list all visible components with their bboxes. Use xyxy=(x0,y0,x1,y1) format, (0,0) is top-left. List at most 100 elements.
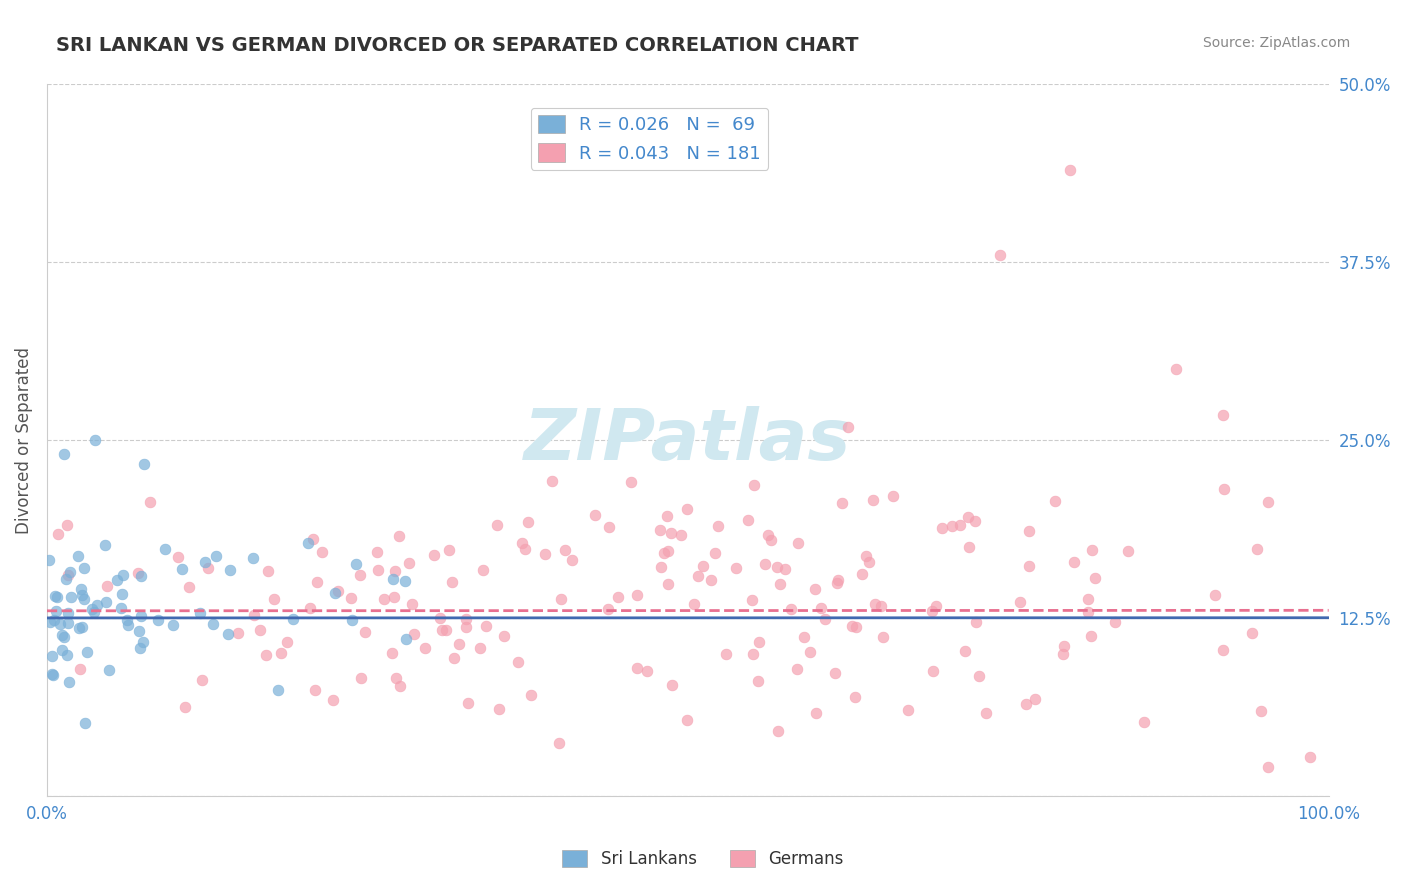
Point xyxy=(115,613,138,627)
Point xyxy=(1059,162,1081,177)
Point xyxy=(304,683,326,698)
Point xyxy=(402,627,425,641)
Point xyxy=(669,527,692,541)
Point xyxy=(422,549,444,563)
Point xyxy=(1043,493,1066,508)
Point xyxy=(714,647,737,661)
Point xyxy=(486,518,509,533)
Point xyxy=(475,619,498,633)
Point xyxy=(46,526,69,541)
Point xyxy=(1084,571,1107,585)
Point xyxy=(831,496,853,510)
Point xyxy=(1250,704,1272,718)
Point xyxy=(855,549,877,563)
Point xyxy=(270,646,292,660)
Point xyxy=(132,457,155,471)
Point xyxy=(844,690,866,705)
Point xyxy=(58,674,80,689)
Point xyxy=(413,640,436,655)
Point xyxy=(228,626,250,640)
Point xyxy=(1257,760,1279,774)
Point xyxy=(1212,408,1234,422)
Point xyxy=(276,635,298,649)
Point xyxy=(967,669,990,683)
Point xyxy=(941,519,963,533)
Point xyxy=(153,541,176,556)
Point xyxy=(217,626,239,640)
Y-axis label: Divorced or Separated: Divorced or Separated xyxy=(15,347,32,533)
Point xyxy=(44,589,66,603)
Point xyxy=(366,544,388,558)
Point xyxy=(72,620,94,634)
Point xyxy=(506,655,529,669)
Point xyxy=(311,545,333,559)
Point xyxy=(468,640,491,655)
Point xyxy=(76,645,98,659)
Point xyxy=(494,629,516,643)
Point xyxy=(741,592,763,607)
Point xyxy=(344,557,367,571)
Point xyxy=(56,567,79,582)
Point xyxy=(174,700,197,714)
Point xyxy=(56,517,79,532)
Point xyxy=(1077,605,1099,619)
Point xyxy=(139,495,162,509)
Point xyxy=(863,597,886,611)
Point xyxy=(957,541,980,555)
Point xyxy=(1008,595,1031,609)
Point xyxy=(111,587,134,601)
Point xyxy=(488,701,510,715)
Legend: R = 0.026   N =  69, R = 0.043   N = 181: R = 0.026 N = 69, R = 0.043 N = 181 xyxy=(530,108,768,169)
Point xyxy=(243,608,266,623)
Point xyxy=(754,557,776,571)
Point xyxy=(956,510,979,524)
Point xyxy=(841,619,863,633)
Point xyxy=(384,671,406,685)
Point xyxy=(381,573,404,587)
Point xyxy=(112,567,135,582)
Point xyxy=(620,475,643,489)
Point xyxy=(328,584,350,599)
Point xyxy=(1104,615,1126,629)
Point xyxy=(398,556,420,570)
Point xyxy=(737,513,759,527)
Point xyxy=(70,588,93,602)
Point xyxy=(676,501,699,516)
Point xyxy=(837,420,859,434)
Point xyxy=(1212,643,1234,657)
Point xyxy=(340,591,363,606)
Point xyxy=(249,623,271,637)
Point xyxy=(84,433,107,447)
Point xyxy=(53,447,76,461)
Point xyxy=(128,624,150,638)
Point xyxy=(82,602,104,616)
Point xyxy=(395,632,418,646)
Point xyxy=(441,575,464,590)
Point xyxy=(825,575,848,590)
Point xyxy=(73,561,96,575)
Point xyxy=(38,553,60,567)
Point xyxy=(51,642,73,657)
Point xyxy=(682,597,704,611)
Point xyxy=(824,665,846,680)
Point xyxy=(786,662,808,676)
Point xyxy=(657,576,679,591)
Point xyxy=(827,573,849,587)
Point xyxy=(766,723,789,738)
Point xyxy=(554,542,576,557)
Legend: Sri Lankans, Germans: Sri Lankans, Germans xyxy=(555,843,851,875)
Point xyxy=(870,599,893,613)
Point xyxy=(66,549,89,563)
Point xyxy=(862,493,884,508)
Point xyxy=(1116,544,1139,558)
Point xyxy=(219,563,242,577)
Point xyxy=(510,536,533,550)
Point xyxy=(897,703,920,717)
Point xyxy=(882,490,904,504)
Point xyxy=(845,620,868,634)
Point xyxy=(177,580,200,594)
Point xyxy=(205,549,228,564)
Point xyxy=(437,543,460,558)
Point xyxy=(429,611,451,625)
Point xyxy=(132,634,155,648)
